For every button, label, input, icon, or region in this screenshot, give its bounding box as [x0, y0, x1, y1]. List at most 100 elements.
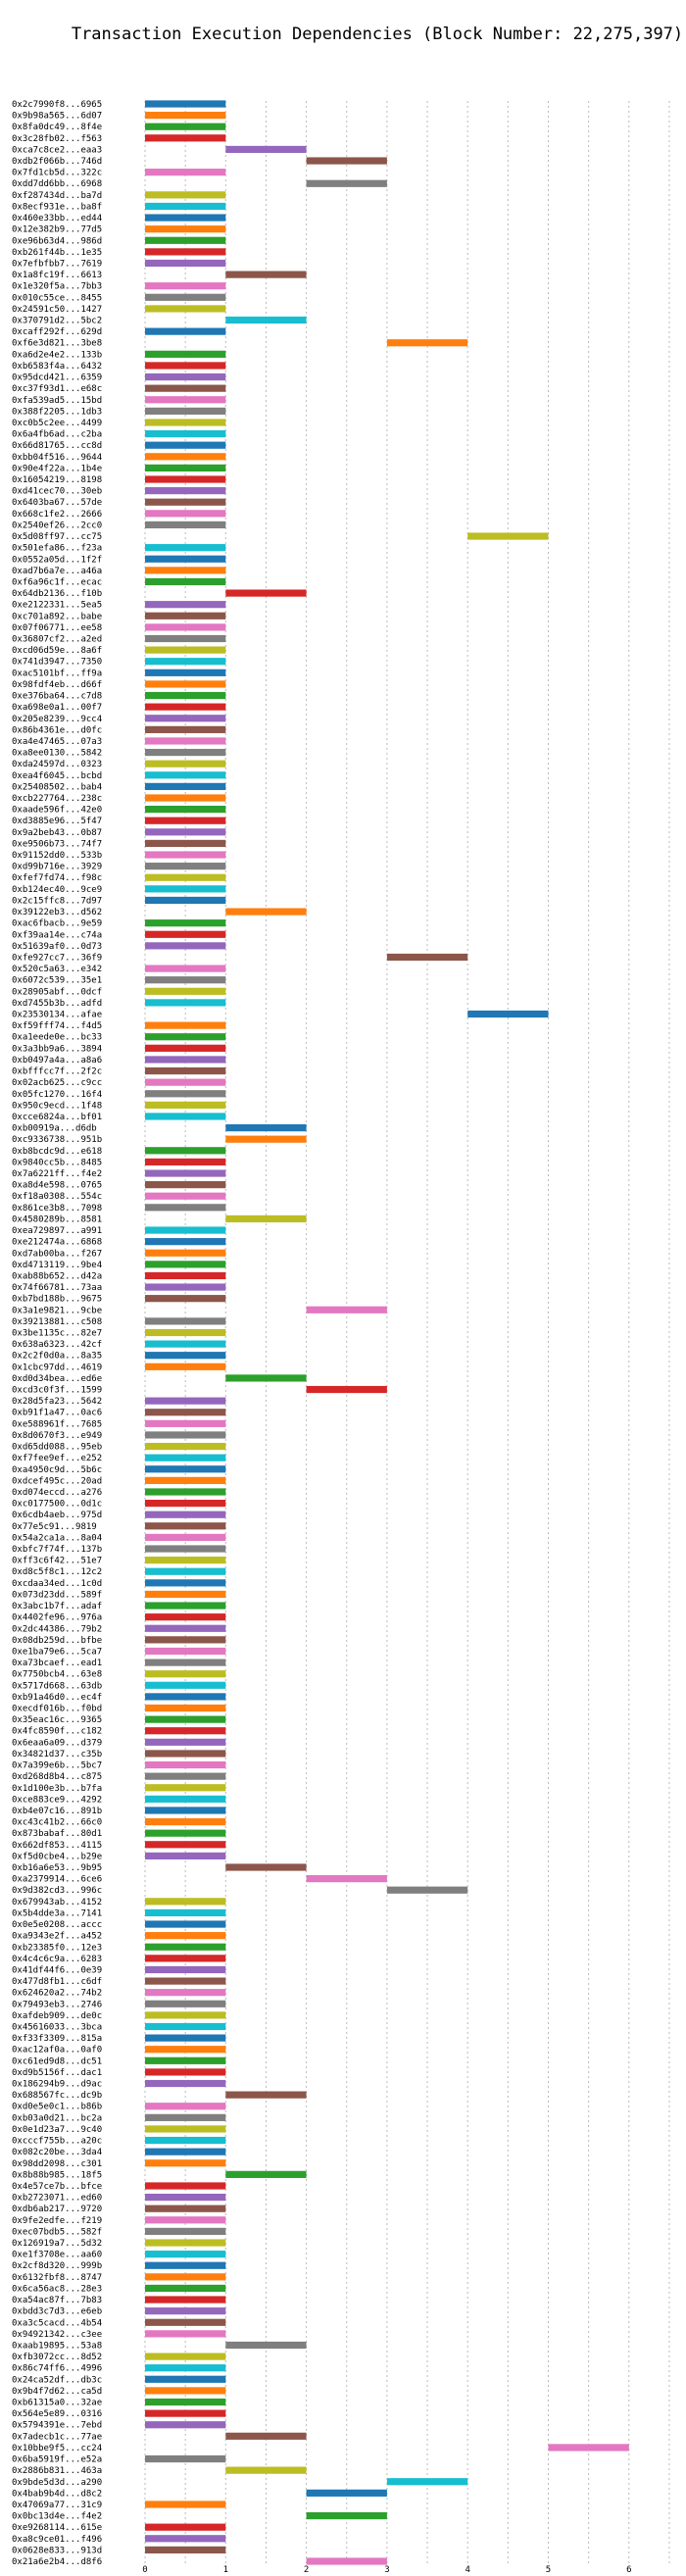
transaction-label: 0x23530134...afae [12, 1011, 102, 1020]
transaction-label: 0xe1ba79e6...5ca7 [12, 1647, 102, 1657]
transaction-bar [145, 806, 226, 814]
transaction-label: 0xb261f44b...1e35 [12, 248, 102, 258]
x-tick-label: 6 [626, 2565, 631, 2575]
transaction-label: 0x77e5c91...9819 [12, 1522, 97, 1532]
transaction-bar [145, 2398, 226, 2406]
transaction-label: 0xa8d4e598...0765 [12, 1181, 102, 1191]
transaction-bar [145, 441, 226, 449]
transaction-label: 0x12e382b9...77d5 [12, 225, 102, 235]
transaction-bar [467, 532, 549, 540]
transaction-bar [386, 1886, 468, 1894]
transaction-bar [145, 293, 226, 301]
x-tick-label: 4 [465, 2565, 469, 2575]
transaction-label: 0x8ecf931e...ba8f [12, 202, 102, 212]
transaction-label: 0x86b4361e...d0fc [12, 725, 102, 735]
transaction-bar [145, 236, 226, 244]
transaction-bar [145, 965, 226, 972]
transaction-bar [145, 658, 226, 666]
transaction-bar [145, 1226, 226, 1234]
transaction-bar [145, 646, 226, 654]
transaction-label: 0xdd7dd6bb...6968 [12, 179, 102, 189]
transaction-label: 0x7a399e6b...5bc7 [12, 1761, 102, 1771]
transaction-bar [145, 1590, 226, 1599]
transaction-bar [145, 225, 226, 233]
transaction-label: 0x477d8fb1...c6df [12, 1977, 102, 1987]
transaction-label: 0x2540ef26...2cc0 [12, 520, 102, 530]
transaction-bar [145, 1715, 226, 1723]
transaction-label: 0xaab19895...53a8 [12, 2341, 102, 2351]
transaction-label: 0x64db2136...f10b [12, 589, 102, 599]
transaction-label: 0x6cdb4aeb...975d [12, 1511, 102, 1520]
transaction-bar [386, 2478, 468, 2486]
transaction-label: 0x98dd2098...c301 [12, 2159, 102, 2169]
transaction-bar [145, 1955, 226, 1962]
transaction-label: 0xd8c5f8c1...12c2 [12, 1567, 102, 1577]
transaction-bar [145, 2330, 226, 2338]
transaction-bar [145, 817, 226, 824]
transaction-label: 0x8b88b985...18f5 [12, 2170, 102, 2180]
transaction-label: 0x205e8239...9cc4 [12, 715, 102, 724]
transaction-bar [145, 828, 226, 836]
transaction-bar [225, 2170, 307, 2178]
transaction-label: 0xea729897...a991 [12, 1226, 102, 1236]
transaction-bar [145, 612, 226, 619]
transaction-label: 0xcd06d59e...8a6f [12, 646, 102, 656]
transaction-label: 0x8fa0dc49...8f4e [12, 123, 102, 132]
transaction-label: 0xff3c6f42...51e7 [12, 1557, 102, 1566]
transaction-label: 0xb91a46d0...ec4f [12, 1693, 102, 1703]
transaction-label: 0xfb3072cc...8d52 [12, 2353, 102, 2362]
transaction-label: 0x28d5fa23...5642 [12, 1397, 102, 1407]
transaction-label: 0xcccf755b...a20c [12, 2137, 102, 2147]
transaction-label: 0xea4f6045...bcbd [12, 771, 102, 781]
transaction-label: 0x0e5e0208...accc [12, 1920, 102, 1930]
transaction-bar [145, 475, 226, 483]
transaction-label: 0xfe927cc7...36f9 [12, 953, 102, 963]
transaction-label: 0x39122eb3...d562 [12, 908, 102, 917]
transaction-bar [386, 339, 468, 347]
transaction-bar [145, 1431, 226, 1439]
transaction-bar [306, 2511, 387, 2520]
transaction-bar [145, 1204, 226, 1212]
transaction-label: 0x950c9ecd...1f48 [12, 1101, 102, 1111]
transaction-bar [145, 372, 226, 381]
transaction-label: 0x668c1fe2...2666 [12, 510, 102, 520]
transaction-label: 0x6072c539...35e1 [12, 976, 102, 986]
transaction-label: 0x186294b9...d9ac [12, 2080, 102, 2090]
transaction-label: 0x4e57ce7b...bfce [12, 2182, 102, 2192]
transaction-bar [145, 2307, 226, 2315]
transaction-label: 0x24591c50...1427 [12, 305, 102, 315]
transaction-bar [145, 851, 226, 859]
x-tick-label: 2 [304, 2565, 309, 2575]
transaction-bar [145, 1693, 226, 1701]
transaction-label: 0x2dc44386...79b2 [12, 1624, 102, 1634]
transaction-bar [145, 1784, 226, 1792]
transaction-bar [145, 1989, 226, 1997]
transaction-label: 0xd65dd088...95eb [12, 1443, 102, 1453]
transaction-bar [145, 634, 226, 643]
transaction-label: 0x34821d37...c35b [12, 1750, 102, 1759]
transaction-bar [145, 1101, 226, 1109]
transaction-label: 0xb8bcdc9d...e618 [12, 1147, 102, 1157]
transaction-label: 0x6ca56ac8...28e3 [12, 2284, 102, 2294]
transaction-bar [145, 2318, 226, 2326]
transaction-label: 0xcaff292f...629d [12, 327, 102, 337]
transaction-label: 0xcce6824a...bf01 [12, 1113, 102, 1122]
transaction-bar [145, 1965, 226, 1974]
transaction-label: 0x7efbfbb7...7619 [12, 259, 102, 269]
x-tick-label: 5 [546, 2565, 551, 2575]
transaction-bar [145, 396, 226, 404]
transaction-bar [145, 919, 226, 927]
transaction-bar [145, 429, 226, 438]
transaction-label: 0x0552a05d...1f2f [12, 555, 102, 565]
transaction-label: 0xac6fbacb...9e59 [12, 919, 102, 929]
transaction-bar [145, 1340, 226, 1348]
transaction-bar [145, 305, 226, 313]
transaction-bar [145, 1659, 226, 1666]
transaction-bar [145, 623, 226, 631]
transaction-label: 0xd268d8b4...c875 [12, 1772, 102, 1782]
transaction-bar [145, 1817, 226, 1826]
transaction-label: 0x1a8fc19f...6613 [12, 271, 102, 280]
transaction-label: 0x98fdf4eb...d66f [12, 680, 102, 690]
transaction-label: 0xf33f3309...815a [12, 2034, 102, 2044]
transaction-label: 0xbdd3c7d3...e6eb [12, 2307, 102, 2317]
